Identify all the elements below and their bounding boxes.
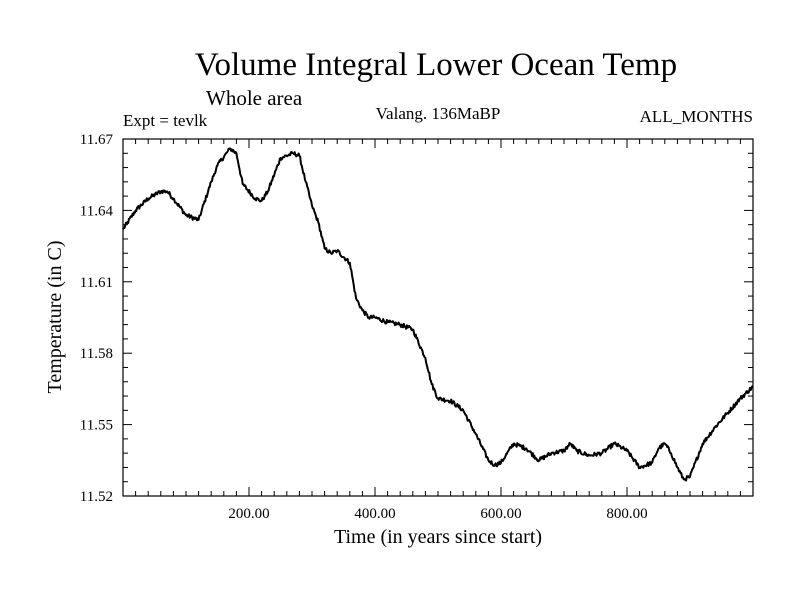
y-tick-label: 11.55 xyxy=(80,418,113,434)
center-label: Valang. 136MaBP xyxy=(376,104,501,123)
plot-frame xyxy=(122,138,754,497)
y-tick-label: 11.64 xyxy=(80,203,114,219)
y-tick-label: 11.58 xyxy=(80,346,113,362)
x-tick-label: 200.00 xyxy=(228,506,269,522)
x-tick-label: 400.00 xyxy=(354,506,395,522)
x-axis-label: Time (in years since start) xyxy=(334,526,542,548)
x-tick-label: 600.00 xyxy=(480,506,521,522)
axis-ticks: 200.00 400.00 600.00 800.00 11.52 11.55 11.58 1… xyxy=(80,132,753,522)
chart-subtitle: Whole area xyxy=(206,86,303,110)
series-line-temperature xyxy=(122,147,754,482)
y-tick-label: 11.52 xyxy=(80,489,113,505)
chart-title: Volume Integral Lower Ocean Temp xyxy=(195,47,677,83)
expt-label: Expt = tevlk xyxy=(123,111,208,130)
x-tick-label: 800.00 xyxy=(606,506,647,522)
y-tick-label: 11.67 xyxy=(80,132,114,148)
y-axis-label: Temperature (in C) xyxy=(44,241,66,394)
months-label: ALL_MONTHS xyxy=(640,107,753,126)
y-tick-label: 11.61 xyxy=(80,275,113,291)
